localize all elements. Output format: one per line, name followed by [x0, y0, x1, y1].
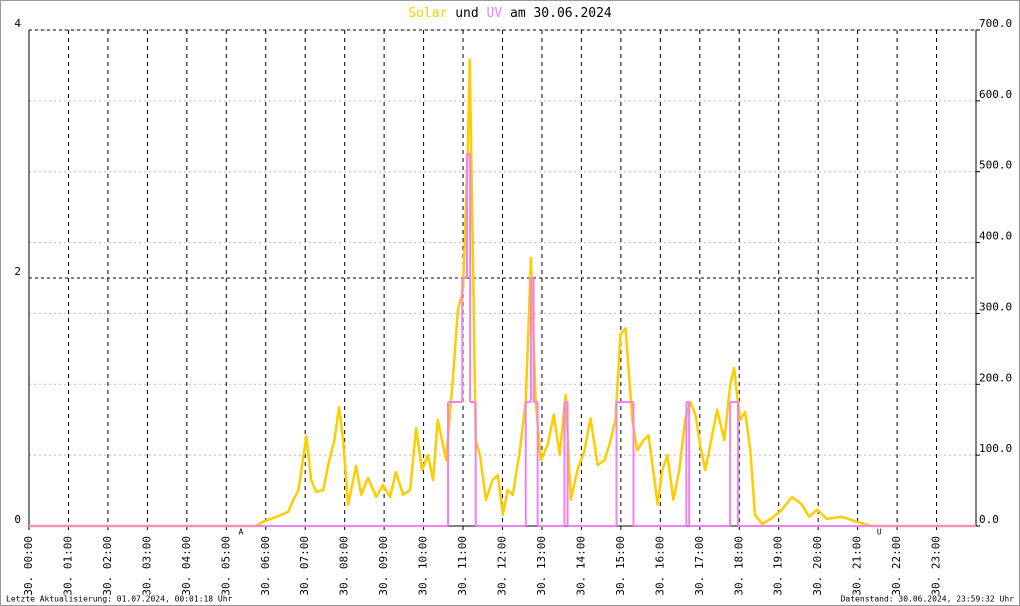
x-tick-label: 30. 00:00	[22, 536, 35, 596]
x-tick-label: 30. 12:00	[496, 536, 509, 596]
x-tick-label: 30. 17:00	[693, 536, 706, 596]
x-tick-label: 30. 09:00	[377, 536, 390, 596]
x-tick-label: 30. 19:00	[772, 536, 785, 596]
x-tick-label: 30. 20:00	[811, 536, 824, 596]
x-tick-label: 30. 02:00	[101, 536, 114, 596]
x-tick-label: 30. 07:00	[298, 536, 311, 596]
solar-line	[29, 58, 976, 528]
x-tick-label: 30. 11:00	[456, 536, 469, 596]
title-solar: Solar	[408, 6, 447, 21]
y2-tick-label: 300.0	[979, 300, 1012, 313]
x-tick-label: 30. 10:00	[417, 536, 430, 596]
y2-tick-label: 100.0	[979, 442, 1012, 455]
y-tick-label: 0	[14, 513, 21, 526]
chart-title: Solar und UV am 30.06.2024	[408, 6, 612, 21]
x-tick-label: 30. 05:00	[219, 536, 232, 596]
footer-right: Datenstand: 30.06.2024, 23:59:32 Uhr	[841, 595, 1015, 604]
y2-tick-label: 600.0	[979, 88, 1012, 101]
footer-left: Letzte Aktualisierung: 01.07.2024, 00:01…	[6, 595, 233, 604]
x-tick-label: 30. 06:00	[259, 536, 272, 596]
x-tick-label: 30. 18:00	[732, 536, 745, 596]
x-tick-label: 30. 01:00	[61, 536, 74, 596]
annotation: A	[238, 528, 243, 537]
title-und: und	[455, 6, 478, 21]
title-date: am 30.06.2024	[510, 6, 612, 21]
x-tick-label: 30. 22:00	[890, 536, 903, 596]
y-tick-label: 4	[14, 17, 21, 30]
y2-tick-label: 400.0	[979, 230, 1012, 243]
x-tick-label: 30. 03:00	[140, 536, 153, 596]
x-tick-label: 30. 15:00	[614, 536, 627, 596]
annotation: U	[877, 528, 882, 537]
x-tick-label: 30. 08:00	[338, 536, 351, 596]
title-uv: UV	[487, 6, 503, 21]
x-tick-label: 30. 21:00	[851, 536, 864, 596]
x-tick-label: 30. 23:00	[930, 536, 943, 596]
x-tick-label: 30. 14:00	[574, 536, 587, 596]
y2-tick-label: 700.0	[979, 17, 1012, 30]
x-tick-label: 30. 04:00	[180, 536, 193, 596]
y2-tick-label: 500.0	[979, 159, 1012, 172]
x-tick-label: 30. 13:00	[535, 536, 548, 596]
x-tick-label: 30. 16:00	[653, 536, 666, 596]
y2-tick-label: 0.0	[979, 513, 999, 526]
y2-tick-label: 200.0	[979, 371, 1012, 384]
y-tick-label: 2	[14, 265, 21, 278]
